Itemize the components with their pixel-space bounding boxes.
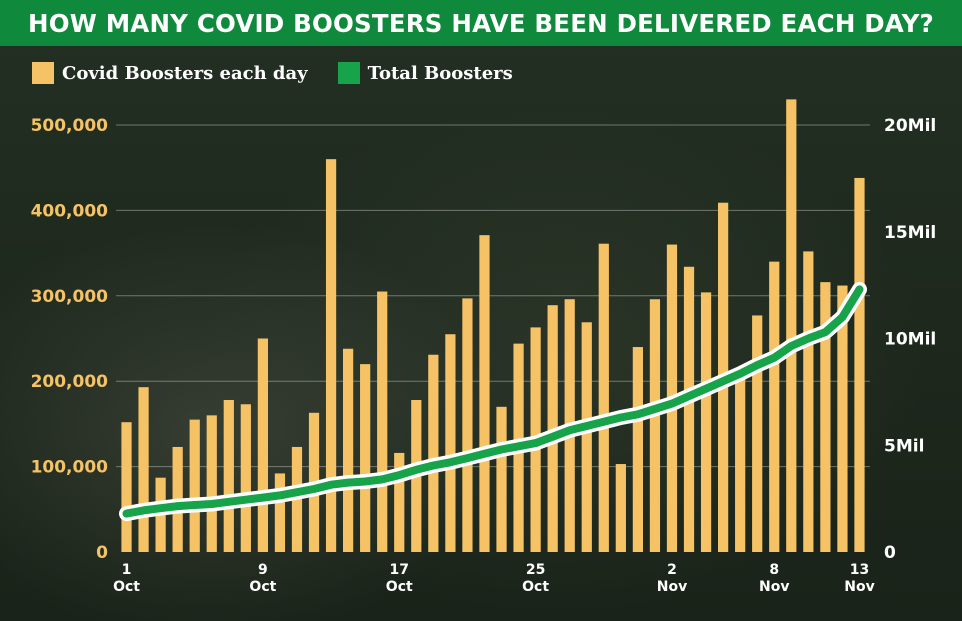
title-bar: HOW MANY COVID BOOSTERS HAVE BEEN DELIVE… bbox=[0, 0, 962, 46]
bar-6 bbox=[206, 415, 217, 552]
legend-item-total: Total Boosters bbox=[337, 62, 513, 84]
bar-42 bbox=[820, 282, 831, 552]
bar-10 bbox=[274, 473, 286, 552]
legend-swatch-daily bbox=[32, 62, 54, 84]
x-tick-day-32: 2 bbox=[667, 562, 677, 578]
bar-22 bbox=[479, 235, 490, 552]
y-tick-label-2: 200,000 bbox=[31, 372, 109, 392]
bar-9 bbox=[257, 338, 268, 552]
y-tick-label-5: 500,000 bbox=[31, 116, 109, 136]
bars bbox=[121, 99, 865, 553]
bar-35 bbox=[700, 292, 712, 552]
bar-40 bbox=[786, 99, 797, 552]
bar-44 bbox=[854, 177, 865, 552]
bar-17 bbox=[394, 452, 405, 552]
x-tick-month-16: Oct bbox=[386, 579, 413, 595]
bar-1 bbox=[121, 422, 132, 552]
bar-14 bbox=[343, 348, 354, 552]
y-tick-label-3: 300,000 bbox=[31, 287, 109, 307]
x-tick-month-43: Nov bbox=[844, 579, 874, 595]
x-tick-day-8: 9 bbox=[258, 562, 268, 578]
legend-label-total: Total Boosters bbox=[367, 62, 513, 84]
y2-tick-label-3: 15Mil bbox=[884, 223, 936, 243]
x-tick-month-24: Oct bbox=[522, 579, 549, 595]
x-tick-month-0: Oct bbox=[113, 579, 140, 595]
x-tick-day-24: 25 bbox=[526, 562, 545, 578]
y2-tick-label-4: 20Mil bbox=[884, 116, 936, 136]
y2-tick-label-2: 10Mil bbox=[884, 330, 936, 350]
bar-15 bbox=[360, 364, 371, 552]
x-tick-day-0: 1 bbox=[122, 562, 132, 578]
x-tick-day-38: 8 bbox=[769, 562, 779, 578]
bar-39 bbox=[769, 261, 780, 552]
bar-2 bbox=[138, 387, 149, 552]
total-line bbox=[119, 281, 867, 522]
y-tick-label-0: 0 bbox=[96, 543, 108, 563]
bar-38 bbox=[752, 315, 763, 552]
bar-8 bbox=[240, 404, 251, 552]
bar-19 bbox=[428, 354, 439, 552]
x-tick-month-8: Oct bbox=[249, 579, 276, 595]
bar-20 bbox=[445, 334, 456, 552]
y-tick-label-1: 100,000 bbox=[31, 458, 109, 478]
chart-title: HOW MANY COVID BOOSTERS HAVE BEEN DELIVE… bbox=[28, 8, 934, 38]
x-tick-day-16: 17 bbox=[390, 562, 409, 578]
x-tick-month-38: Nov bbox=[759, 579, 789, 595]
legend: Covid Boosters each day Total Boosters bbox=[32, 60, 543, 86]
bar-5 bbox=[189, 419, 200, 552]
bar-21 bbox=[462, 298, 473, 552]
bar-23 bbox=[496, 406, 507, 552]
legend-label-daily: Covid Boosters each day bbox=[62, 62, 308, 84]
bar-37 bbox=[735, 374, 746, 552]
total-line-path bbox=[122, 285, 864, 518]
x-tick-day-43: 13 bbox=[850, 562, 869, 578]
bar-34 bbox=[683, 266, 695, 552]
legend-item-daily: Covid Boosters each day bbox=[32, 62, 308, 84]
legend-swatch-total bbox=[337, 62, 360, 84]
bar-28 bbox=[581, 322, 592, 552]
bar-16 bbox=[377, 291, 388, 552]
bar-7 bbox=[223, 399, 234, 552]
x-tick-month-32: Nov bbox=[657, 579, 687, 595]
bar-32 bbox=[649, 299, 661, 552]
total-line-outline bbox=[119, 281, 867, 522]
bar-43 bbox=[837, 285, 848, 552]
y2-tick-label-0: 0 bbox=[884, 543, 896, 563]
bar-31 bbox=[632, 347, 643, 552]
axes: 0 100,000 200,000 300,000 400,000 500,000 0 5Mi… bbox=[31, 116, 937, 595]
y-tick-label-4: 400,000 bbox=[31, 201, 109, 221]
y2-tick-label-1: 5Mil bbox=[884, 436, 924, 456]
bar-13 bbox=[325, 159, 337, 552]
bar-29 bbox=[598, 243, 609, 552]
bar-30 bbox=[615, 464, 626, 552]
bar-41 bbox=[803, 251, 814, 552]
bar-26 bbox=[547, 305, 558, 552]
